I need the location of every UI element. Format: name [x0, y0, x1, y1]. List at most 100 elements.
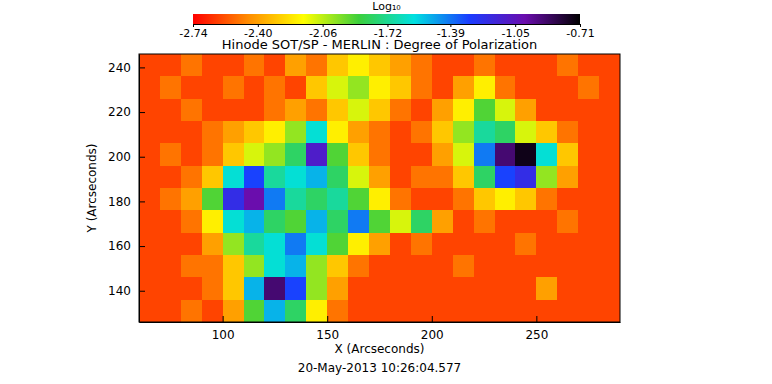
tick-mark [223, 316, 224, 322]
cell [264, 121, 285, 144]
cell [181, 99, 202, 122]
cell [306, 210, 327, 233]
tick: 160 [108, 239, 145, 253]
cell [557, 255, 578, 278]
cell [348, 121, 369, 144]
cell [369, 54, 390, 77]
cell [223, 99, 244, 122]
cell [223, 277, 244, 300]
cell [536, 300, 557, 322]
cell [578, 121, 599, 144]
cell [369, 277, 390, 300]
cell [160, 121, 181, 144]
tick-mark [139, 67, 145, 68]
cell [557, 277, 578, 300]
cell [474, 300, 495, 322]
y-axis: 140160180200220240 [108, 55, 145, 323]
cell [244, 166, 265, 189]
tick: -2.74 [179, 24, 207, 40]
cell [285, 121, 306, 144]
cell [411, 188, 432, 211]
cell [327, 143, 348, 166]
tick-mark [139, 112, 145, 113]
tick: 150 [316, 316, 339, 342]
cell [264, 277, 285, 300]
cell [160, 54, 181, 77]
cell [202, 300, 223, 322]
cell [285, 300, 306, 322]
tick-mark [139, 246, 145, 247]
cell [306, 255, 327, 278]
cell [578, 99, 599, 122]
cell [599, 99, 620, 122]
cell [495, 121, 516, 144]
cell [369, 121, 390, 144]
cell [474, 188, 495, 211]
cell [160, 76, 181, 99]
cell [515, 277, 536, 300]
cell [432, 210, 453, 233]
cell [599, 233, 620, 256]
cell [411, 76, 432, 99]
axis-line [139, 55, 140, 323]
cell [411, 255, 432, 278]
cell [495, 233, 516, 256]
cell [557, 76, 578, 99]
cell [390, 99, 411, 122]
cell [453, 166, 474, 189]
cell [264, 143, 285, 166]
cell [474, 277, 495, 300]
cell [160, 210, 181, 233]
cell [432, 300, 453, 322]
tick-label: 240 [108, 61, 131, 75]
cell [264, 233, 285, 256]
cell [223, 166, 244, 189]
cell [432, 188, 453, 211]
cell [327, 121, 348, 144]
cell [223, 300, 244, 322]
cell [369, 233, 390, 256]
cell [599, 76, 620, 99]
cell [264, 300, 285, 322]
cell [348, 143, 369, 166]
cell [223, 233, 244, 256]
cell [495, 300, 516, 322]
cell [348, 255, 369, 278]
cell [285, 277, 306, 300]
cell [369, 210, 390, 233]
cell [223, 188, 244, 211]
tick: 220 [108, 105, 145, 119]
cell [181, 300, 202, 322]
cell [411, 300, 432, 322]
cell [181, 76, 202, 99]
cell [264, 76, 285, 99]
cell [244, 300, 265, 322]
cell [390, 188, 411, 211]
cell [223, 54, 244, 77]
cell [453, 121, 474, 144]
cell [285, 76, 306, 99]
cell [181, 233, 202, 256]
cell [536, 277, 557, 300]
cell [160, 233, 181, 256]
tick-label: 100 [212, 328, 235, 342]
cell [306, 300, 327, 322]
cell [390, 255, 411, 278]
cell [515, 99, 536, 122]
cell [264, 99, 285, 122]
axis-line [140, 322, 621, 323]
tick-label: 200 [108, 150, 131, 164]
cell [557, 300, 578, 322]
tick-mark [432, 316, 433, 322]
tick-mark [139, 201, 145, 202]
cell [327, 188, 348, 211]
cell [202, 166, 223, 189]
tick: 240 [108, 61, 145, 75]
cell [181, 54, 202, 77]
cell [264, 210, 285, 233]
cell [536, 54, 557, 77]
cell [327, 76, 348, 99]
cell [515, 143, 536, 166]
cell [474, 166, 495, 189]
cell [181, 277, 202, 300]
